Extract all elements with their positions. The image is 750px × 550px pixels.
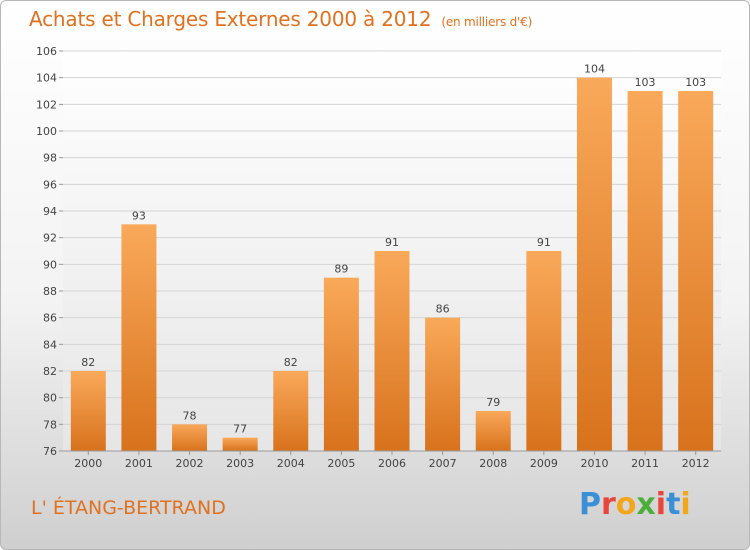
y-tick-label: 98 <box>43 152 57 165</box>
y-tick-label: 84 <box>43 338 57 351</box>
bar[interactable] <box>627 91 663 451</box>
bar-value-label: 79 <box>486 396 500 409</box>
bar[interactable] <box>70 371 106 451</box>
y-tick-label: 88 <box>43 285 57 298</box>
y-tick-label: 94 <box>43 205 57 218</box>
x-tick-label: 2002 <box>176 457 204 470</box>
logo-letter: o <box>615 487 637 522</box>
y-tick-label: 90 <box>43 258 57 271</box>
x-tick-label: 2005 <box>327 457 355 470</box>
x-axis: 2000 2001 2002 2003 2004 2005 2006 2007 2008 2009… <box>74 451 710 470</box>
logo-letter: i <box>655 487 667 522</box>
bars: 82 93 78 77 82 89 91 86 79 91 104 103 103 <box>70 63 714 452</box>
y-tick-label: 80 <box>43 392 57 405</box>
x-tick-label: 2000 <box>74 457 102 470</box>
bar-value-label: 93 <box>132 209 146 222</box>
bar[interactable] <box>475 411 511 451</box>
bar[interactable] <box>121 224 157 451</box>
bar[interactable] <box>678 91 714 451</box>
bar[interactable] <box>273 371 309 451</box>
y-tick-label: 96 <box>43 178 57 191</box>
bar[interactable] <box>526 251 562 451</box>
y-tick-label: 78 <box>43 418 57 431</box>
logo-letter: t <box>666 487 681 522</box>
x-tick-label: 2009 <box>530 457 558 470</box>
y-tick-label: 104 <box>36 72 57 85</box>
bar-value-label: 82 <box>81 356 95 369</box>
commune-name: L' ÉTANG-BERTRAND <box>31 497 226 519</box>
x-tick-label: 2006 <box>378 457 406 470</box>
x-tick-label: 2003 <box>226 457 254 470</box>
logo-letter: x <box>636 487 656 522</box>
x-tick-label: 2010 <box>580 457 608 470</box>
chart-subtitle: (en milliers d'€) <box>441 15 533 29</box>
bar-value-label: 91 <box>385 236 399 249</box>
x-tick-label: 2007 <box>429 457 457 470</box>
y-tick-label: 106 <box>36 45 57 58</box>
y-tick-label: 86 <box>43 312 57 325</box>
x-tick-label: 2008 <box>479 457 507 470</box>
bar-value-label: 91 <box>537 236 551 249</box>
y-tick-label: 76 <box>43 445 57 458</box>
y-tick-label: 82 <box>43 365 57 378</box>
bar-value-label: 103 <box>685 76 706 89</box>
chart-title-text: Achats et Charges Externes 2000 à 2012 <box>29 7 432 31</box>
proxiti-logo[interactable]: Proxiti <box>579 487 691 522</box>
y-tick-label: 100 <box>36 125 57 138</box>
chart-title: Achats et Charges Externes 2000 à 2012 (e… <box>29 7 532 31</box>
logo-letter: r <box>601 487 616 522</box>
bar-value-label: 82 <box>284 356 298 369</box>
y-tick-label: 92 <box>43 232 57 245</box>
bar[interactable] <box>222 437 258 451</box>
bar-value-label: 86 <box>436 303 450 316</box>
bar[interactable] <box>425 317 461 451</box>
x-tick-label: 2004 <box>277 457 305 470</box>
x-tick-label: 2012 <box>682 457 710 470</box>
bar[interactable] <box>323 277 359 451</box>
bar-value-label: 78 <box>183 409 197 422</box>
logo-letter: i <box>680 487 691 522</box>
bar-value-label: 104 <box>584 63 605 76</box>
y-axis: 76 78 80 82 84 86 88 90 92 94 96 98 100 102 104 106 <box>36 45 63 458</box>
y-tick-label: 102 <box>36 98 57 111</box>
bar[interactable] <box>374 251 410 451</box>
bar-value-label: 103 <box>635 76 656 89</box>
bar[interactable] <box>172 424 208 451</box>
bar[interactable] <box>576 77 612 452</box>
bar-value-label: 77 <box>233 423 247 436</box>
logo-letter: P <box>579 487 601 522</box>
x-tick-label: 2011 <box>631 457 659 470</box>
x-tick-label: 2001 <box>125 457 153 470</box>
bar-value-label: 89 <box>334 263 348 276</box>
